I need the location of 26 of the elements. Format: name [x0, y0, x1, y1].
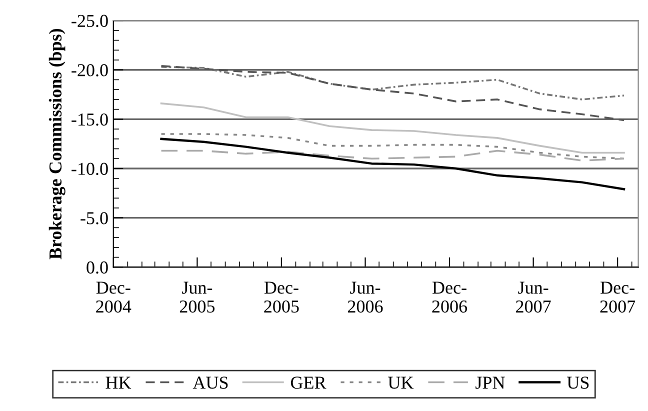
- y-tick-label: 0.0: [86, 261, 108, 274]
- legend-label: HK: [106, 376, 132, 389]
- x-tick-label: Jun- 2005: [180, 282, 215, 313]
- y-tick-label: -25.0: [72, 14, 108, 28]
- line-series: [160, 66, 625, 100]
- line-series: [160, 102, 625, 154]
- legend-label: US: [567, 376, 589, 389]
- x-tick-label: Dec- 2004: [96, 282, 132, 313]
- legend-label: GER: [290, 376, 326, 389]
- x-tick-label: Dec- 2005: [264, 282, 299, 313]
- x-tick-label: Jun- 2007: [516, 282, 551, 313]
- line-series: [160, 133, 625, 160]
- y-axis-title: Brokerage Commissions (bps): [48, 28, 66, 260]
- line-series: [160, 138, 626, 190]
- x-tick-label: Dec- 2006: [432, 282, 468, 313]
- line-series: [160, 65, 625, 122]
- y-tick-label: -10.0: [72, 162, 108, 176]
- legend-label: JPN: [476, 376, 505, 389]
- y-tick-label: -20.0: [72, 64, 108, 76]
- y-tick-label: -15.0: [72, 113, 108, 126]
- x-tick-label: Dec- 2007: [600, 282, 636, 313]
- x-tick-label: Jun- 2006: [348, 282, 383, 313]
- legend-label: AUS: [192, 376, 228, 389]
- line-series: [160, 150, 625, 162]
- y-tick-label: -5.0: [80, 212, 108, 224]
- legend-label: UK: [388, 376, 414, 389]
